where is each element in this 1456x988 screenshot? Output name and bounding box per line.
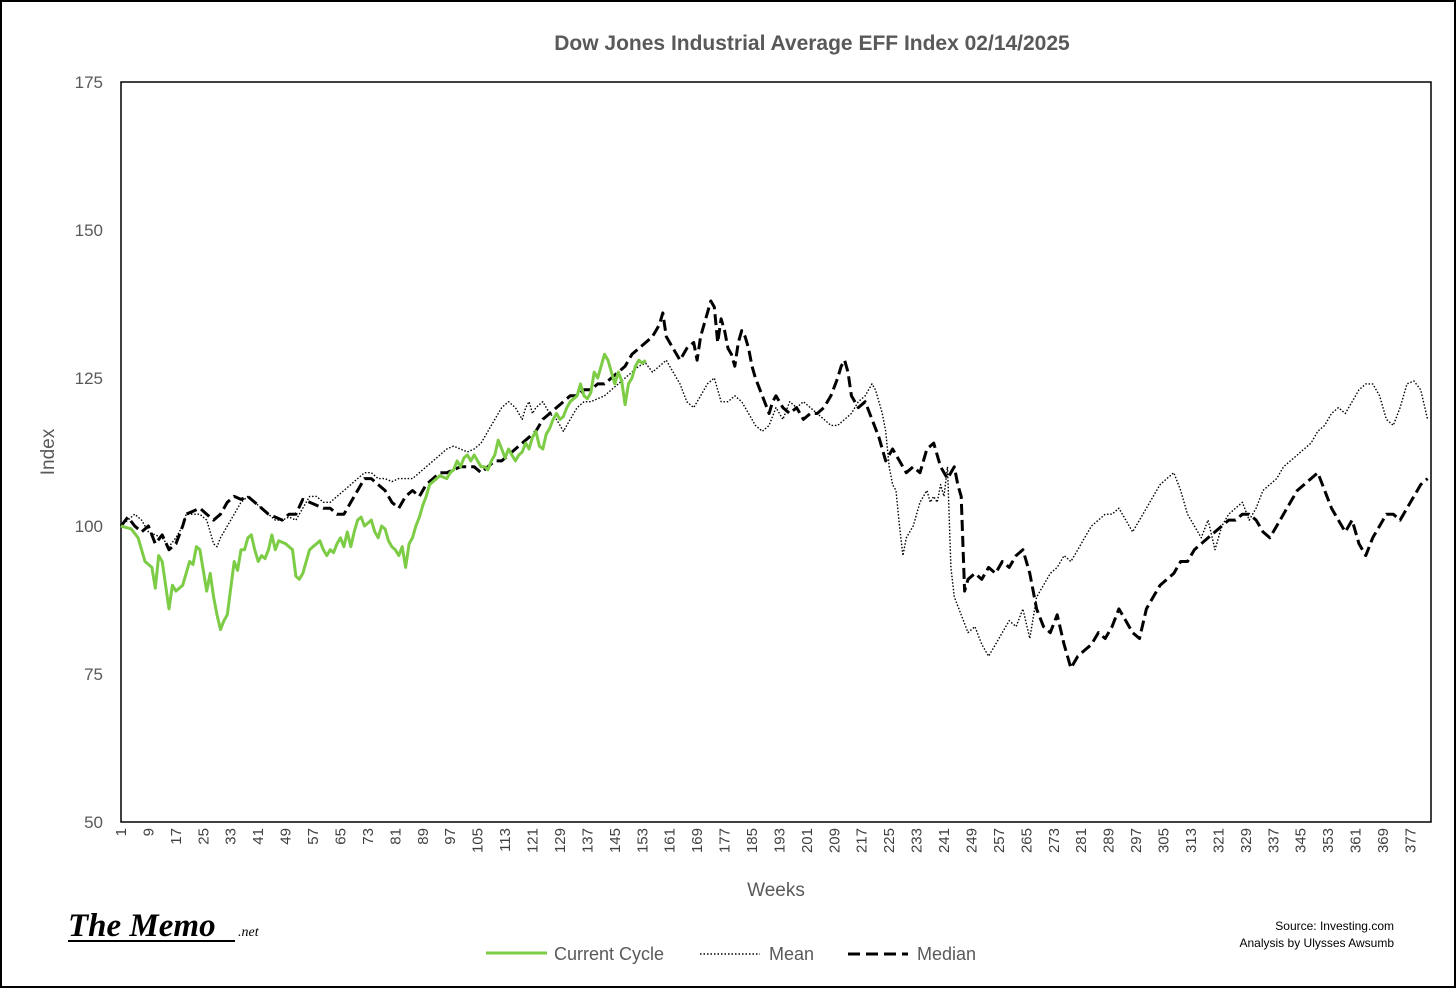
y-tick-label: 150: [75, 221, 103, 240]
logo: The Memo .net: [68, 908, 260, 944]
x-tick-label: 97: [442, 828, 459, 845]
legend: Current Cycle Mean Median: [486, 944, 976, 964]
y-tick-label: 125: [75, 369, 103, 388]
x-tick-label: 65: [332, 828, 349, 845]
plot-area-border: [120, 81, 1432, 823]
x-tick-label: 297: [1128, 828, 1145, 853]
y-tick-label: 175: [75, 73, 103, 92]
x-tick-label: 305: [1156, 828, 1173, 853]
x-tick-label: 217: [854, 828, 871, 853]
x-tick-label: 153: [634, 828, 651, 853]
x-tick-label: 313: [1183, 828, 1200, 853]
x-tick-label: 25: [195, 828, 212, 845]
source-line: Source: Investing.com: [1275, 919, 1394, 933]
x-tick-label: 377: [1402, 828, 1419, 853]
x-tick-label: 337: [1265, 828, 1282, 853]
x-tick-label: 9: [140, 828, 157, 836]
x-tick-label: 257: [991, 828, 1008, 853]
x-tick-label: 113: [497, 828, 514, 852]
y-tick-label: 100: [75, 517, 103, 536]
x-tick-label: 73: [360, 828, 377, 845]
x-tick-label: 369: [1375, 828, 1392, 853]
x-tick-label: 81: [387, 828, 404, 845]
x-tick-label: 1: [113, 828, 130, 836]
chart-title: Dow Jones Industrial Average EFF Index 0…: [554, 32, 1070, 55]
x-tick-label: 177: [717, 828, 734, 853]
x-tick-label: 105: [470, 828, 487, 853]
mean-line: [120, 359, 1429, 657]
x-tick-label: 249: [963, 828, 980, 853]
x-tick-label: 33: [223, 828, 240, 845]
x-tick-label: 161: [662, 828, 679, 853]
x-tick-label: 201: [799, 828, 816, 853]
x-tick-labels: 1 9 17 25 33 41 49 57 65 73 81 89 97 105 113 121 129 137 1…: [113, 828, 1419, 853]
x-tick-label: 41: [250, 828, 267, 845]
x-tick-label: 89: [415, 828, 432, 845]
x-tick-label: 57: [305, 828, 322, 845]
y-tick-label: 50: [84, 813, 103, 832]
x-tick-label: 209: [826, 828, 843, 853]
x-tick-label: 241: [936, 828, 953, 853]
x-tick-label: 17: [168, 828, 185, 845]
x-tick-label: 281: [1073, 828, 1090, 853]
legend-mean-label: Mean: [769, 944, 814, 964]
x-tick-label: 273: [1046, 828, 1063, 853]
x-tick-label: 361: [1348, 828, 1365, 853]
x-tick-label: 289: [1101, 828, 1118, 853]
x-tick-label: 321: [1210, 828, 1227, 853]
x-tick-label: 129: [552, 828, 569, 853]
x-tick-label: 145: [607, 828, 624, 853]
x-tick-label: 193: [771, 828, 788, 853]
x-tick-label: 265: [1018, 828, 1035, 853]
y-tick-label: 75: [84, 665, 103, 684]
y-tick-labels: 50 75 100 125 150 175: [75, 73, 103, 832]
x-tick-label: 121: [525, 828, 542, 853]
x-tick-label: 345: [1293, 828, 1310, 853]
x-axis-title: Weeks: [747, 880, 805, 901]
x-tick-label: 185: [744, 828, 761, 853]
current-cycle-line: [120, 352, 647, 632]
legend-median-label: Median: [917, 944, 976, 964]
x-tick-label: 169: [689, 828, 706, 853]
x-tick-label: 225: [881, 828, 898, 853]
series-layer: [119, 299, 1429, 670]
x-tick-label: 329: [1238, 828, 1255, 853]
logo-suffix: .net: [238, 925, 260, 940]
logo-main: The Memo: [68, 908, 216, 944]
legend-current-label: Current Cycle: [554, 944, 664, 964]
analysis-line: Analysis by Ulysses Awsumb: [1240, 936, 1395, 950]
x-tick-label: 233: [909, 828, 926, 853]
y-axis-title: Index: [38, 428, 59, 475]
x-tick-label: 137: [579, 828, 596, 853]
x-tick-label: 49: [278, 828, 295, 845]
x-tick-label: 353: [1320, 828, 1337, 853]
median-line: [119, 299, 1429, 670]
